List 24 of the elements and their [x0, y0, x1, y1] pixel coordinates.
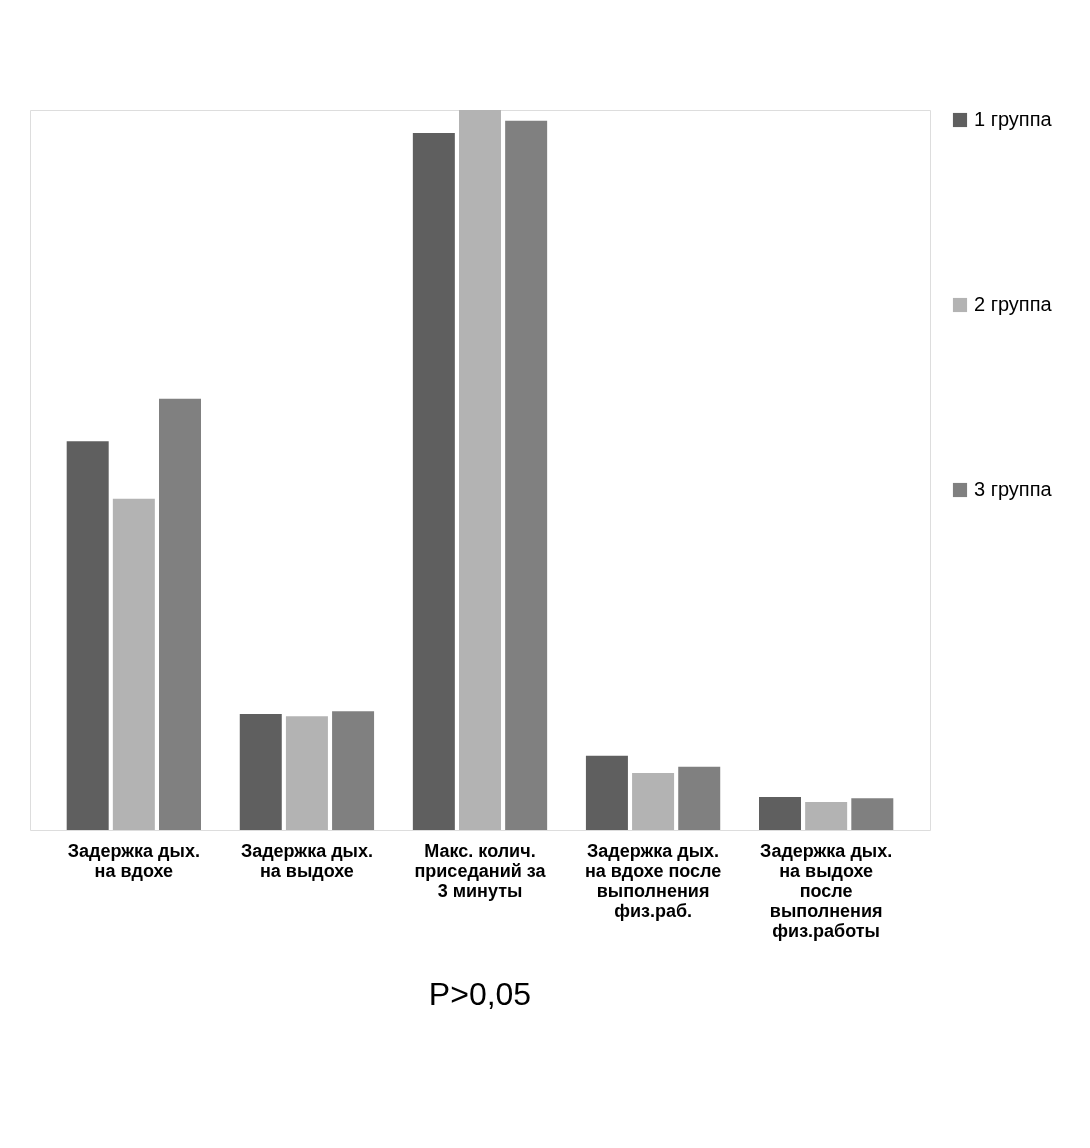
bar — [632, 773, 675, 830]
x-tick-label: Задержка дых. на выдохе — [240, 840, 373, 881]
x-tick-label: Задержка дых. на вдохе — [67, 840, 200, 881]
x-tick-label: Макс. колич. приседаний за 3 минуты — [414, 840, 547, 901]
bar — [678, 766, 721, 830]
x-tick-label: Задержка дых. на выдохе после выполнения физ.работы — [760, 840, 893, 941]
bar — [585, 755, 628, 830]
x-tick-label: Задержка дых. на вдохе после выполнения физ.раб. — [584, 840, 722, 921]
legend-label: 2 группа — [974, 293, 1053, 315]
bar — [159, 398, 201, 830]
bar — [505, 120, 548, 830]
bar — [459, 110, 501, 830]
bar — [759, 796, 801, 830]
bar — [412, 133, 455, 830]
bar — [805, 801, 848, 830]
bar — [285, 716, 328, 830]
legend-label: 1 группа — [974, 108, 1053, 130]
bar — [66, 441, 109, 830]
bar — [851, 798, 894, 830]
text: P>0,05 — [428, 976, 532, 1012]
bar — [112, 498, 155, 830]
legend-label: 3 группа — [974, 478, 1053, 500]
bar — [332, 711, 375, 830]
bar — [239, 714, 282, 830]
